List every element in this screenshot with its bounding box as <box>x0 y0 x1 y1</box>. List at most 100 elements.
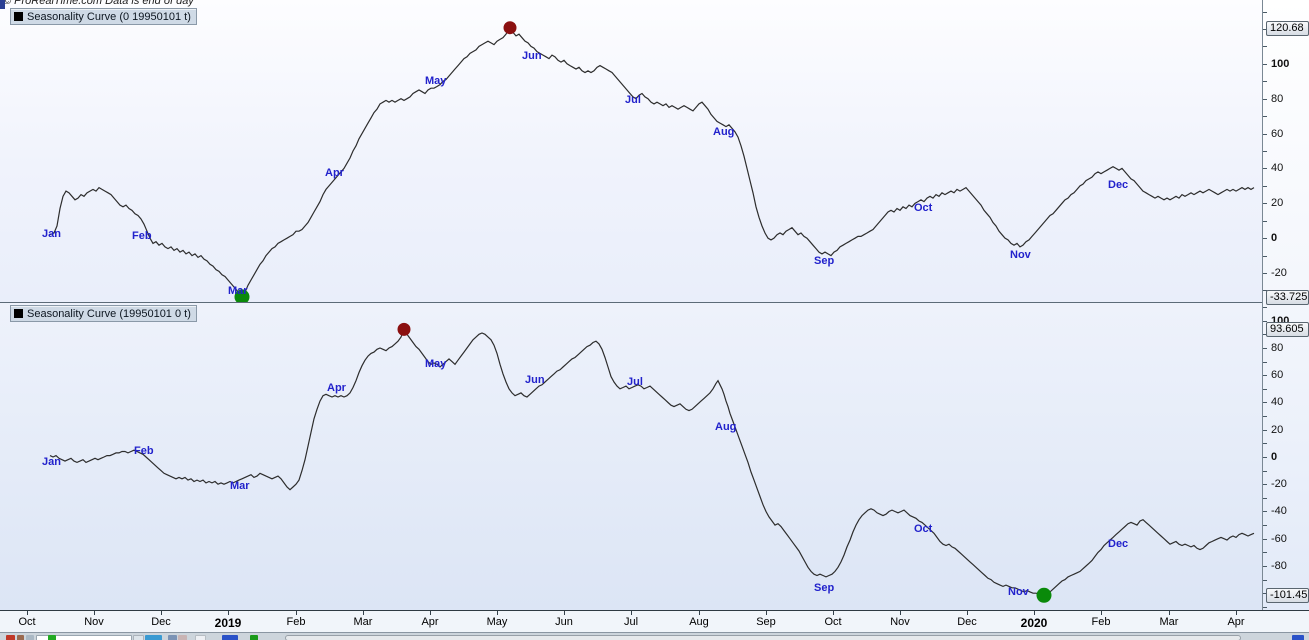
time-axis-tick <box>94 611 95 615</box>
price-axis-tick <box>1263 256 1267 257</box>
price-axis-label: 80 <box>1271 342 1284 354</box>
indicator-label-2[interactable]: Seasonality Curve (19950101 0 t) <box>10 305 197 322</box>
month-annotation-aug: Aug <box>715 421 737 433</box>
time-axis-tick <box>631 611 632 615</box>
price-axis-tick <box>1263 430 1267 431</box>
price-axis-tick <box>1263 607 1267 608</box>
layout-alt-button[interactable] <box>178 635 187 640</box>
time-axis-label-mar: Mar <box>1159 616 1179 628</box>
month-annotation-dec: Dec <box>1108 538 1129 550</box>
price-axis-label: 0 <box>1271 232 1278 244</box>
instrument-box[interactable] <box>36 635 132 640</box>
price-curve-2 <box>49 322 1255 603</box>
instrument-status-icon[interactable] <box>48 635 56 640</box>
bottom-toolbar <box>0 632 1309 640</box>
time-axis-label-feb: Feb <box>286 616 306 628</box>
price-axis-label: 60 <box>1271 128 1284 140</box>
add-indicator-icon[interactable] <box>250 635 258 640</box>
price-axis-tick <box>1263 99 1267 100</box>
time-axis-label-nov: Nov <box>84 616 104 628</box>
price-level-badge: -33.725 <box>1266 290 1309 305</box>
price-axis-label: 100 <box>1271 58 1290 70</box>
price-axis-tick <box>1263 593 1267 594</box>
time-axis-label-feb: Feb <box>1091 616 1111 628</box>
layout-button[interactable] <box>168 635 177 640</box>
time-axis-label-jun: Jun <box>555 616 573 628</box>
price-axis-label: 20 <box>1271 424 1284 436</box>
month-annotation-aug: Aug <box>713 126 735 138</box>
price-axis-tick <box>1263 511 1267 512</box>
time-axis-label-2019: 2019 <box>214 616 242 630</box>
price-axis-tick <box>1263 238 1267 239</box>
indicator-color-swatch-icon <box>14 309 23 318</box>
time-axis-label-may: May <box>486 616 508 628</box>
time-axis-tick <box>497 611 498 615</box>
price-axis-tick <box>1263 566 1267 567</box>
price-axis-tick <box>1263 290 1267 291</box>
chart-type-button[interactable] <box>222 635 238 640</box>
active-view-button[interactable] <box>145 635 162 640</box>
month-annotation-mar: Mar <box>228 285 248 297</box>
time-axis-tick <box>161 611 162 615</box>
seasonality-chart-panel-2: Jan Feb Mar Apr May Jun Jul Aug Sep Oct Nov Dec Sea… <box>0 303 1262 610</box>
time-axis-tick <box>1034 611 1035 615</box>
small-button[interactable] <box>133 635 144 640</box>
price-axis[interactable]: -20 0 20 40 60 80 100 120.68 -33.725 -80 -60 -40 -20… <box>1262 0 1309 610</box>
time-axis[interactable]: Oct Nov Dec 2019 Feb Mar Apr May Jun Jul Aug Sep Oct… <box>0 610 1309 632</box>
price-axis-tick <box>1263 471 1267 472</box>
price-level-badge: 93.605 <box>1266 322 1309 337</box>
price-axis-tick <box>1263 443 1267 444</box>
time-axis-tick <box>900 611 901 615</box>
blank-button[interactable] <box>195 635 206 640</box>
time-axis-label-apr: Apr <box>421 616 439 628</box>
price-axis-tick <box>1263 64 1267 65</box>
time-axis-tick <box>430 611 431 615</box>
month-annotation-apr: Apr <box>327 382 346 394</box>
price-axis-tick <box>1263 389 1267 390</box>
eraser-tool-icon[interactable] <box>17 635 24 640</box>
price-axis-tick <box>1263 348 1267 349</box>
seasonality-curve-line <box>49 328 1255 596</box>
time-axis-tick <box>1101 611 1102 615</box>
price-axis-tick <box>1263 525 1267 526</box>
month-annotation-sep: Sep <box>814 255 835 267</box>
price-axis-tick <box>1263 375 1267 376</box>
time-axis-tick <box>1236 611 1237 615</box>
price-axis-label: 0 <box>1271 451 1278 463</box>
price-axis-tick <box>1263 580 1267 581</box>
collapse-icon[interactable] <box>26 635 34 640</box>
price-axis-label: 40 <box>1271 162 1284 174</box>
month-annotation-nov: Nov <box>1010 249 1031 261</box>
price-axis-label: 80 <box>1271 93 1284 105</box>
cursor-tool-icon[interactable] <box>6 635 15 640</box>
time-axis-label-dec: Dec <box>151 616 171 628</box>
month-annotation-oct: Oct <box>914 202 933 214</box>
indicator-label-1[interactable]: Seasonality Curve (0 19950101 t) <box>10 8 197 25</box>
month-annotation-mar: Mar <box>230 480 250 492</box>
price-axis-tick <box>1263 362 1267 363</box>
price-axis-label: -80 <box>1271 560 1287 572</box>
price-axis-tick <box>1263 321 1267 322</box>
max-marker-icon <box>397 322 411 336</box>
month-annotation-jun: Jun <box>525 374 545 386</box>
price-curve-1 <box>49 21 1255 302</box>
time-axis-tick <box>363 611 364 615</box>
seasonality-chart-panel-1: Jan Feb Mar Apr May Jun Jul Aug Sep Oct Nov Dec © P… <box>0 0 1262 303</box>
h-scrollbar-thumb[interactable] <box>285 635 1241 640</box>
time-axis-tick <box>766 611 767 615</box>
price-axis-tick <box>1263 552 1267 553</box>
time-axis-label-dec: Dec <box>957 616 977 628</box>
price-axis-tick <box>1263 334 1267 335</box>
time-axis-label-oct: Oct <box>18 616 36 628</box>
price-axis-label: 60 <box>1271 369 1284 381</box>
month-annotation-dec: Dec <box>1108 179 1129 191</box>
price-axis-tick <box>1263 457 1267 458</box>
indicator-label-text-1: Seasonality Curve (0 19950101 t) <box>27 10 191 23</box>
min-marker-icon <box>234 289 250 302</box>
time-axis-label-mar: Mar <box>353 616 373 628</box>
right-tool-icon[interactable] <box>1292 635 1304 640</box>
price-axis-tick <box>1263 29 1267 30</box>
min-marker-icon <box>1036 587 1052 603</box>
indicator-label-text-2: Seasonality Curve (19950101 0 t) <box>27 307 191 320</box>
price-axis-label: -60 <box>1271 533 1287 545</box>
